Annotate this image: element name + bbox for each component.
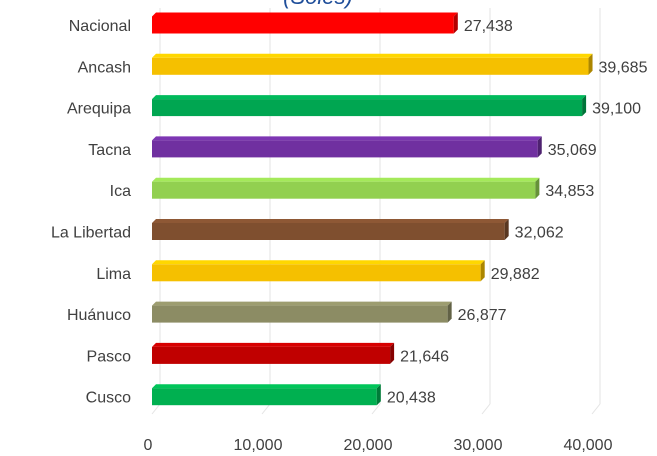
gridline-floor-2: [371, 403, 381, 415]
x-tick-label-0: 0: [144, 437, 153, 454]
value-label-4: 34,853: [545, 183, 594, 200]
bar-end-8: [390, 342, 395, 364]
chart-title-fragment: (Soles): [283, 0, 353, 9]
bar-0: [152, 16, 454, 34]
bar-top-6: [152, 260, 485, 265]
category-label-1: Ancash: [78, 59, 131, 76]
category-label-0: Nacional: [69, 18, 131, 35]
value-label-7: 26,877: [458, 307, 507, 324]
bar-end-5: [504, 219, 509, 240]
bar-end-0: [453, 12, 458, 34]
bar-end-3: [537, 136, 542, 158]
gridline-floor-3: [481, 403, 491, 415]
x-tick-label-1: 10,000: [234, 437, 283, 454]
x-tick-label-4: 40,000: [564, 437, 613, 454]
value-label-8: 21,646: [400, 348, 449, 365]
category-label-8: Pasco: [87, 348, 132, 365]
value-label-6: 29,882: [491, 266, 540, 283]
gridline-floor-0: [151, 403, 161, 415]
gridline-floor-4: [591, 403, 601, 415]
bar-top-1: [152, 53, 593, 58]
category-label-9: Cusco: [86, 390, 131, 407]
category-label-5: La Libertad: [51, 225, 131, 242]
category-label-7: Huánuco: [67, 307, 131, 324]
bar-1: [152, 57, 589, 75]
bar-5: [152, 223, 505, 240]
value-label-5: 32,062: [515, 225, 564, 242]
value-label-0: 27,438: [464, 18, 513, 35]
bar-9: [152, 388, 377, 406]
category-label-4: Ica: [110, 183, 131, 200]
bar-end-9: [376, 384, 381, 406]
bar-3: [152, 140, 538, 158]
bar-top-2: [152, 95, 587, 100]
bar-top-0: [152, 12, 458, 17]
bar-end-2: [582, 95, 587, 117]
bar-2: [152, 99, 583, 117]
value-label-1: 39,685: [599, 59, 648, 76]
bar-end-7: [447, 301, 452, 323]
bar-7: [152, 305, 448, 323]
x-tick-label-3: 30,000: [454, 437, 503, 454]
category-label-6: Lima: [96, 266, 131, 283]
value-label-9: 20,438: [387, 390, 436, 407]
category-label-2: Arequipa: [67, 101, 131, 118]
bar-end-6: [480, 260, 485, 282]
bar-4: [152, 181, 536, 199]
bar-top-9: [152, 384, 381, 389]
bar-top-4: [152, 177, 540, 182]
gridline-floor-1: [261, 403, 271, 415]
bar-8: [152, 346, 391, 364]
bar-end-4: [535, 177, 540, 199]
value-label-3: 35,069: [548, 142, 597, 159]
value-label-2: 39,100: [592, 101, 641, 118]
bar-top-7: [152, 301, 452, 306]
bar-top-5: [152, 219, 509, 223]
bar-6: [152, 264, 481, 282]
bar-top-8: [152, 342, 395, 347]
bar-top-3: [152, 136, 542, 141]
x-tick-label-2: 20,000: [344, 437, 393, 454]
bar-end-1: [588, 53, 593, 75]
category-label-3: Tacna: [88, 142, 131, 159]
